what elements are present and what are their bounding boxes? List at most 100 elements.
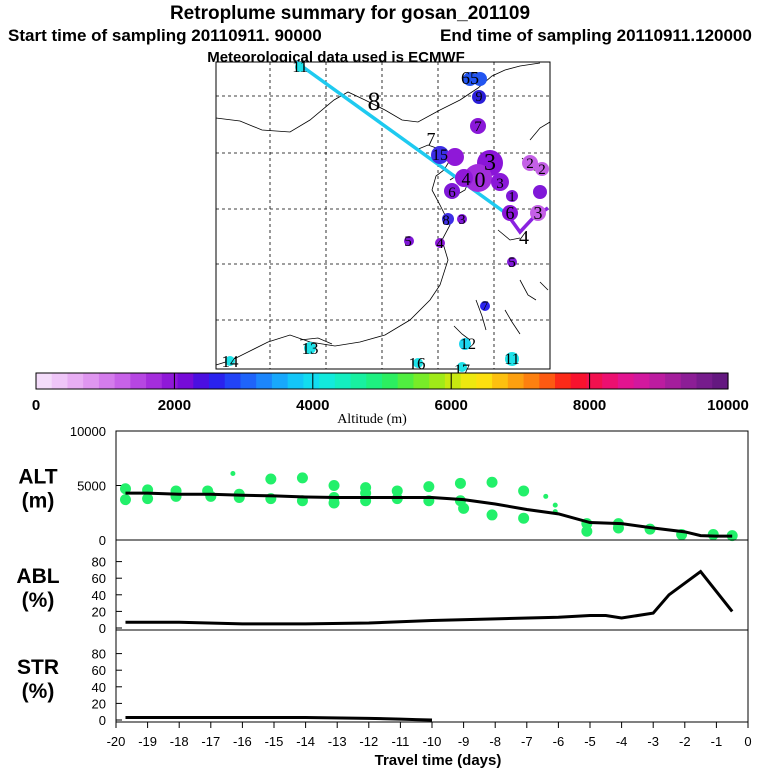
x-tick-label: -13 [328, 734, 347, 749]
panel-label: ABL [16, 565, 59, 588]
map-label: 7 [474, 119, 482, 135]
x-axis: -20 -19 -18 -17 -16 -15 -14 -13 -12 -11 -10 -9 -8 -7-… [107, 722, 752, 749]
x-tick-label: -18 [170, 734, 189, 749]
y-tick-label: 60 [92, 571, 106, 586]
colorbar: 0 2000 4000 6000 8000 10000 Altitude (m) [32, 372, 749, 427]
map-gridlines [216, 62, 550, 369]
colorbar-cell [146, 373, 163, 389]
time-series-panels: 1000050000ALT(m)806040200ABL(%)806040200… [16, 424, 749, 728]
map-label: 11 [504, 351, 519, 368]
map-label: 6 [448, 185, 456, 201]
colorbar-cell [602, 373, 619, 389]
x-tick-label: -14 [296, 734, 315, 749]
colorbar-cell [555, 373, 572, 389]
alt-data-point [518, 512, 530, 524]
map-label: 8 [442, 213, 450, 229]
map-label: 6 [506, 203, 515, 223]
x-tick-label: -10 [423, 734, 442, 749]
x-tick-label: -8 [489, 734, 501, 749]
colorbar-cell [696, 373, 713, 389]
alt-data-point [518, 485, 530, 497]
alt-data-point [552, 502, 558, 508]
alt-data-point [454, 477, 466, 489]
colorbar-cell [256, 373, 273, 389]
colorbar-cell [350, 373, 367, 389]
colorbar-cell [460, 373, 477, 389]
map-label: 13 [302, 339, 319, 358]
map-label: 65 [461, 68, 479, 88]
colorbar-cell [680, 373, 698, 389]
alt-data-point [486, 509, 498, 521]
map-label: 12 [460, 336, 476, 353]
map-label: 7 [482, 298, 489, 313]
alt-data-point [142, 493, 154, 505]
map-label: 9 [476, 90, 483, 105]
colorbar-cell [209, 373, 226, 389]
alt-data-point [486, 476, 498, 488]
alt-data-point [581, 525, 593, 537]
alt-data-point [328, 480, 340, 491]
map-label: 4 [519, 227, 529, 249]
map-label: 1 [509, 190, 516, 205]
map-label: 4 [462, 169, 471, 189]
panel-alt: 10000 5000 0 ALT(m) [18, 424, 749, 548]
colorbar-cell [413, 373, 430, 389]
colorbar-cell [539, 373, 556, 389]
y-tick-label: 0 [99, 533, 106, 548]
x-tick-label: -12 [359, 734, 378, 749]
map-label: 5 [404, 234, 412, 250]
y-tick-label: 40 [92, 680, 106, 695]
y-tick-label: 5000 [77, 479, 106, 494]
map-label: 3 [496, 176, 504, 192]
alt-data-point [119, 483, 131, 495]
panel-frame [115, 539, 749, 631]
x-tick-label: -5 [584, 734, 596, 749]
colorbar-cell [67, 373, 84, 389]
colorbar-cell [492, 373, 509, 389]
y-tick-label: 60 [92, 663, 106, 678]
alt-data-point [265, 473, 277, 485]
colorbar-cell [476, 373, 493, 389]
map-label: 3 [484, 150, 496, 176]
colorbar-cell [319, 373, 336, 389]
x-tick-label: -1 [711, 734, 723, 749]
panel-unit-label: (%) [22, 589, 55, 612]
colorbar-cell [130, 373, 147, 389]
y-tick-label: 80 [92, 555, 106, 570]
map-label: 2 [538, 162, 546, 178]
colorbar-cell [633, 373, 650, 389]
colorbar-tick-label: 10000 [707, 397, 749, 414]
panel-label: STR [17, 656, 59, 679]
y-tick-label: 20 [92, 696, 106, 711]
y-tick-label: 20 [92, 604, 106, 619]
colorbar-cell [366, 373, 383, 389]
x-tick-label: -4 [616, 734, 628, 749]
alt-data-point [296, 472, 308, 484]
y-tick-label: 10000 [70, 424, 106, 439]
alt-data-point [230, 471, 236, 477]
colorbar-cell [397, 373, 415, 389]
x-tick-label: -3 [647, 734, 659, 749]
map-label: 5 [508, 255, 516, 271]
x-tick-label: -7 [521, 734, 533, 749]
alt-data-point [612, 522, 624, 534]
panel-unit-label: (%) [22, 680, 55, 703]
colorbar-tick-label: 0 [32, 397, 40, 414]
colorbar-cell [617, 373, 635, 389]
map-label: 11 [292, 59, 307, 76]
end-time-label: End time of sampling 20110911.120000 [440, 26, 752, 45]
x-axis-label: Travel time (days) [375, 752, 502, 768]
map-label: 2 [526, 156, 534, 172]
alt-data-point [119, 494, 131, 506]
colorbar-cell [523, 373, 540, 389]
x-tick-label: -15 [265, 734, 284, 749]
alt-data-point [458, 502, 470, 514]
colorbar-cell [271, 373, 289, 389]
panel-label: ALT [18, 466, 57, 489]
panel-unit-label: (m) [22, 490, 55, 513]
map-label: 3 [459, 213, 466, 228]
